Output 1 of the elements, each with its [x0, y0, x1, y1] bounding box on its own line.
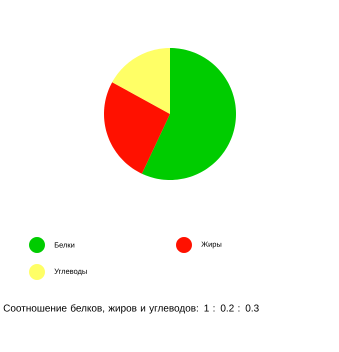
text: Соотношение белков, жиров и углеводов: 1 : 0.2 : 0.3: [4, 304, 259, 314]
